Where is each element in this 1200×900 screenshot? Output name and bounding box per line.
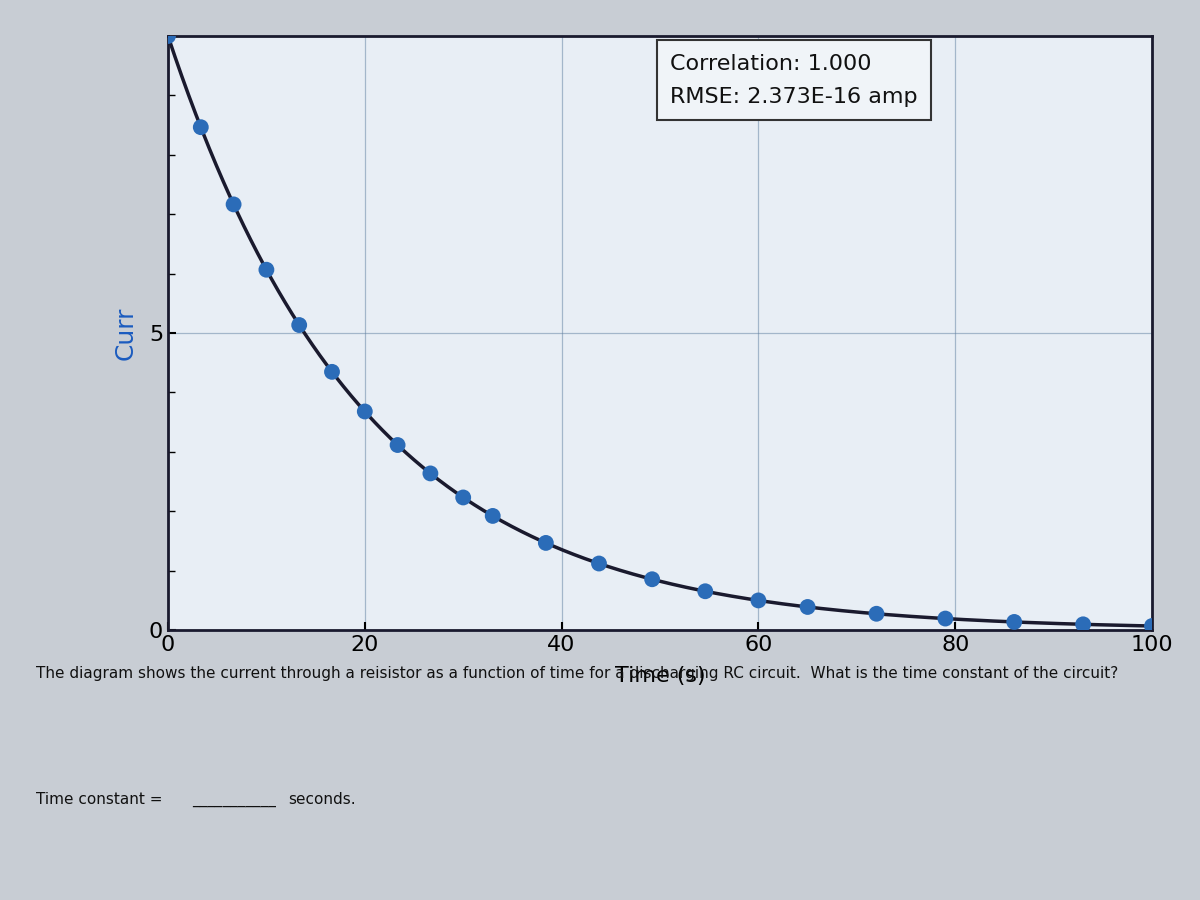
Point: [289, 318, 308, 332]
Point: [224, 197, 244, 211]
Point: [589, 556, 608, 571]
Point: [158, 29, 178, 43]
Point: [1142, 619, 1162, 634]
Point: [642, 572, 661, 587]
Y-axis label: Curr: Curr: [114, 306, 138, 360]
Point: [798, 599, 817, 614]
Text: The diagram shows the current through a reisistor as a function of time for a di: The diagram shows the current through a …: [36, 666, 1118, 681]
Point: [1074, 617, 1093, 632]
Point: [696, 584, 715, 598]
Point: [484, 508, 503, 523]
Point: [421, 466, 440, 481]
Point: [454, 491, 473, 505]
Text: Correlation: 1.000
RMSE: 2.373E-16 amp: Correlation: 1.000 RMSE: 2.373E-16 amp: [670, 54, 918, 106]
Point: [388, 437, 407, 452]
Point: [257, 263, 276, 277]
Point: [191, 120, 210, 134]
Text: seconds.: seconds.: [288, 792, 355, 807]
Point: [866, 607, 886, 621]
X-axis label: Time (s): Time (s): [614, 666, 706, 686]
Text: ___________: ___________: [192, 792, 276, 807]
Point: [323, 364, 342, 379]
Text: Time constant =: Time constant =: [36, 792, 167, 807]
Point: [536, 536, 556, 550]
Point: [936, 611, 955, 625]
Point: [355, 404, 374, 419]
Point: [749, 593, 768, 608]
Point: [1004, 615, 1024, 629]
